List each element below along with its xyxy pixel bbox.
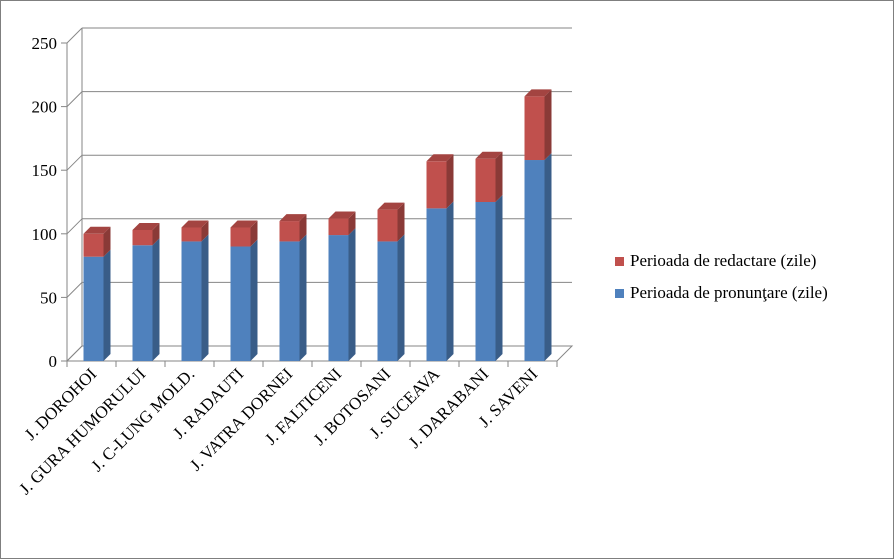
bar-redactare xyxy=(181,227,202,242)
bar-pronuntare xyxy=(377,241,398,361)
bar-top xyxy=(328,211,356,219)
bar-top xyxy=(377,202,405,210)
bar-redactare xyxy=(475,158,496,202)
bar-side xyxy=(152,238,160,361)
y-tick-label: 200 xyxy=(32,98,58,117)
y-tick-label: 150 xyxy=(32,161,58,180)
bar-side xyxy=(446,154,454,209)
gridline-diagonal xyxy=(66,91,83,107)
bar-redactare xyxy=(426,161,447,209)
bar-redactare xyxy=(132,229,153,246)
bar-top xyxy=(475,151,503,159)
legend-swatch xyxy=(615,256,624,266)
bar-side xyxy=(103,249,111,361)
gridline-diagonal xyxy=(66,27,83,44)
bar-side xyxy=(250,239,258,361)
bar-redactare xyxy=(328,218,349,236)
bar-top xyxy=(83,226,111,234)
bars xyxy=(83,89,552,361)
bar-side xyxy=(250,220,258,247)
bar-side xyxy=(397,234,405,361)
y-tick-label: 50 xyxy=(40,288,57,307)
gridline-diagonal xyxy=(66,282,83,298)
bar-pronuntare xyxy=(181,241,202,361)
bar-side xyxy=(201,220,209,242)
bar-pronuntare xyxy=(475,202,496,361)
legend-item: Perioada de pronunţare (zile) xyxy=(615,283,828,303)
gridline-diagonal xyxy=(66,345,83,362)
bar-side xyxy=(201,234,209,361)
gridline-diagonal xyxy=(66,218,83,235)
bar-side xyxy=(348,211,356,236)
bar-top xyxy=(181,220,209,228)
bar-pronuntare xyxy=(230,246,251,361)
bar-redactare xyxy=(230,227,251,247)
bar-pronuntare xyxy=(132,245,153,361)
bar-redactare xyxy=(83,233,104,257)
y-tick-label: 0 xyxy=(49,352,58,371)
bar-side xyxy=(544,89,552,161)
legend-item: Perioada de redactare (zile) xyxy=(615,251,828,271)
y-tick-label: 100 xyxy=(32,225,58,244)
bar-top xyxy=(230,220,258,228)
bar-side xyxy=(495,195,503,361)
bar-side xyxy=(495,151,503,202)
legend-swatch xyxy=(615,288,624,298)
bar-pronuntare xyxy=(524,160,545,361)
bar-side xyxy=(397,202,405,242)
bar-top xyxy=(426,154,454,162)
bar-top xyxy=(524,89,552,97)
y-tick-labels: 0 50 100 150 200 250 xyxy=(32,34,58,371)
bar-side xyxy=(544,153,552,361)
bar-side xyxy=(299,214,307,242)
bar-pronuntare xyxy=(279,241,300,361)
gridline-diagonal xyxy=(66,154,83,171)
legend-label: Perioada de pronunţare (zile) xyxy=(630,283,828,302)
bar-side xyxy=(446,201,454,361)
bar-top xyxy=(132,222,160,230)
gridlines xyxy=(66,27,572,362)
bar-side xyxy=(103,226,111,257)
bar-top xyxy=(279,214,307,222)
bar-side xyxy=(348,228,356,361)
bar-side xyxy=(152,222,160,246)
legend-label: Perioada de redactare (zile) xyxy=(630,251,817,270)
legend: Perioada de redactare (zile) Perioada de … xyxy=(615,251,828,315)
bar-redactare xyxy=(377,209,398,242)
bar-pronuntare xyxy=(328,235,349,361)
bar-pronuntare xyxy=(426,208,447,361)
y-tick-label: 250 xyxy=(32,34,58,53)
bar-pronuntare xyxy=(83,256,104,361)
bar-side xyxy=(299,234,307,361)
bar-redactare xyxy=(279,221,300,242)
bar-redactare xyxy=(524,96,545,161)
